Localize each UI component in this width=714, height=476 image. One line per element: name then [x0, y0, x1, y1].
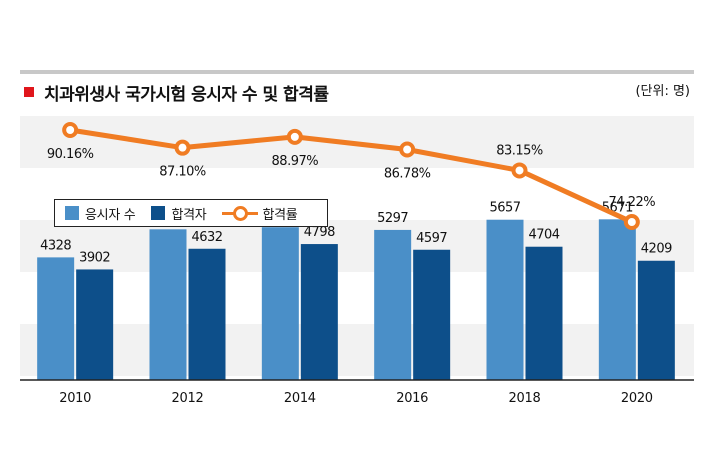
pass-rate-label-2018: 83.15%	[496, 143, 543, 158]
bar-series	[37, 219, 675, 380]
bar-passers-2010	[76, 269, 114, 380]
top-divider	[20, 70, 694, 74]
pass-rate-point-2020	[623, 214, 640, 230]
x-tick-2012: 2012	[172, 391, 204, 406]
bar-applicants-2010	[37, 257, 75, 380]
applicants-swatch	[65, 206, 79, 220]
bar-applicants-2020	[598, 219, 636, 380]
label-passers-2016: 4597	[416, 231, 447, 246]
label-applicants-2018: 5657	[489, 201, 520, 216]
bar-passers-2012	[188, 248, 226, 380]
bar-applicants-2018	[486, 219, 524, 380]
background-bands	[20, 116, 694, 376]
pass-rate-swatch	[222, 206, 259, 221]
label-applicants-2010: 4328	[40, 238, 71, 253]
grid-band	[20, 272, 694, 324]
unit-label: (단위: 명)	[635, 84, 690, 99]
bar-applicants-2014	[261, 227, 299, 380]
x-axis: 2010 2012 2014 2016 2018 2020	[20, 379, 694, 406]
bar-applicants-2012	[149, 229, 187, 380]
pass-rate-label-2020: 74.22%	[609, 195, 656, 210]
legend-label-pass-rate: 합격률	[262, 207, 298, 223]
passers-swatch	[151, 206, 166, 220]
bar-applicants-2016	[374, 229, 412, 380]
x-tick-2014: 2014	[284, 391, 316, 406]
pass-rate-point-2010	[62, 122, 79, 138]
label-passers-2014: 4798	[304, 225, 335, 240]
pass-rate-label-2016: 86.78%	[384, 167, 431, 182]
title-marker-icon	[24, 87, 34, 97]
label-passers-2020: 4209	[641, 242, 672, 257]
pass-rate-point-2012	[174, 139, 191, 156]
label-passers-2012: 4632	[191, 230, 222, 245]
legend-item-applicants: 응시자 수	[65, 204, 136, 223]
bar-passers-2020	[637, 260, 675, 380]
grid-band	[20, 324, 694, 376]
grid-band	[20, 220, 694, 272]
pass-rate-point-2018	[511, 162, 528, 179]
label-passers-2018: 4704	[528, 228, 559, 243]
legend-label-passers: 합격자	[171, 207, 207, 223]
bar-passers-2014	[300, 244, 338, 380]
x-tick-2016: 2016	[396, 391, 428, 406]
pass-rate-point-2016	[399, 141, 416, 158]
label-passers-2010: 3902	[79, 250, 110, 265]
bar-passers-2018	[525, 246, 563, 380]
x-tick-2018: 2018	[509, 391, 541, 406]
pass-rate-line-series	[62, 122, 640, 230]
pass-rate-point-2014	[286, 128, 303, 145]
legend-item-passers: 합격자	[151, 204, 207, 223]
pass-rate-label-2012: 87.10%	[159, 165, 206, 180]
x-tick-2020: 2020	[621, 391, 653, 406]
legend-label-applicants: 응시자 수	[85, 207, 136, 223]
x-tick-2010: 2010	[59, 391, 91, 406]
chart-title: 치과위생사 국가시험 응시자 수 및 합격률	[44, 84, 329, 105]
pass-rate-line	[69, 127, 633, 225]
bar-passers-2016	[413, 249, 451, 380]
pass-rate-label-2010: 90.16%	[47, 147, 94, 162]
chart-legend: 응시자 수 합격자 합격률	[54, 199, 328, 227]
pass-rate-labels: 90.16% 87.10% 88.97% 86.78% 83.15% 74.22%	[47, 143, 656, 210]
pass-rate-label-2014: 88.97%	[272, 154, 319, 169]
legend-item-pass-rate: 합격률	[222, 204, 298, 223]
chart-header: 치과위생사 국가시험 응시자 수 및 합격률	[24, 80, 329, 105]
label-applicants-2016: 5297	[377, 211, 408, 226]
